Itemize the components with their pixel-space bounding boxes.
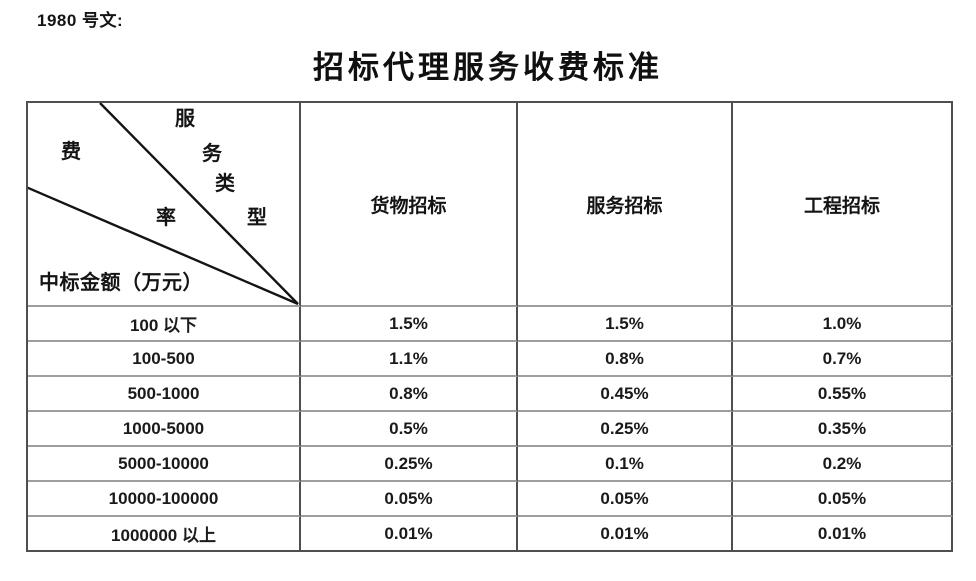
row-range-cell: 1000-5000 — [28, 412, 301, 447]
fee-value-cell: 0.05% — [301, 482, 518, 517]
fee-value-cell: 0.01% — [301, 517, 518, 552]
table-row: 1000000 以上 0.01% 0.01% 0.01% — [28, 517, 953, 552]
fee-standard-table: 费 率 服 务 类 型 中标金额（万元） 货物招标 服务招标 工程招标 100 … — [26, 101, 953, 552]
corner-header-cell: 费 率 服 务 类 型 中标金额（万元） — [28, 103, 301, 307]
column-header-services-bidding: 服务招标 — [518, 103, 733, 307]
fee-value-cell: 0.35% — [733, 412, 953, 447]
fee-value-cell: 0.01% — [733, 517, 953, 552]
fee-value-cell: 0.5% — [301, 412, 518, 447]
fee-value-cell: 0.05% — [733, 482, 953, 517]
row-range-cell: 1000000 以上 — [28, 517, 301, 552]
table-row: 100 以下 1.5% 1.5% 1.0% — [28, 307, 953, 342]
fee-value-cell: 0.7% — [733, 342, 953, 377]
table-row: 500-1000 0.8% 0.45% 0.55% — [28, 377, 953, 412]
row-range-cell: 100 以下 — [28, 307, 301, 342]
fee-value-cell: 0.01% — [518, 517, 733, 552]
fee-value-cell: 1.5% — [518, 307, 733, 342]
fee-value-cell: 0.1% — [518, 447, 733, 482]
fee-value-cell: 1.5% — [301, 307, 518, 342]
table-row: 100-500 1.1% 0.8% 0.7% — [28, 342, 953, 377]
table-row: 1000-5000 0.5% 0.25% 0.35% — [28, 412, 953, 447]
table-row: 10000-100000 0.05% 0.05% 0.05% — [28, 482, 953, 517]
fee-value-cell: 0.05% — [518, 482, 733, 517]
column-header-goods-bidding: 货物招标 — [301, 103, 518, 307]
fee-value-cell: 0.45% — [518, 377, 733, 412]
column-header-works-bidding: 工程招标 — [733, 103, 953, 307]
fee-value-cell: 0.8% — [301, 377, 518, 412]
corner-service-type-char: 型 — [247, 207, 267, 229]
row-range-cell: 500-1000 — [28, 377, 301, 412]
corner-fee-char: 费 — [61, 141, 81, 163]
fee-value-cell: 0.55% — [733, 377, 953, 412]
doc-reference: 1980 号文: — [37, 11, 124, 30]
corner-service-type-char: 服 — [175, 108, 195, 130]
corner-row-axis-label: 中标金额（万元） — [39, 272, 203, 294]
row-range-cell: 10000-100000 — [28, 482, 301, 517]
diagonal-divider-lines — [28, 103, 299, 305]
page-title: 招标代理服务收费标准 — [313, 50, 663, 85]
table-header-row: 费 率 服 务 类 型 中标金额（万元） 货物招标 服务招标 工程招标 — [28, 103, 953, 307]
row-range-cell: 100-500 — [28, 342, 301, 377]
fee-value-cell: 0.2% — [733, 447, 953, 482]
corner-service-type-char: 务 — [202, 143, 222, 165]
corner-service-type-char: 类 — [215, 173, 235, 195]
row-range-cell: 5000-10000 — [28, 447, 301, 482]
fee-value-cell: 0.25% — [518, 412, 733, 447]
fee-value-cell: 1.1% — [301, 342, 518, 377]
corner-fee-char: 率 — [156, 207, 176, 229]
fee-value-cell: 1.0% — [733, 307, 953, 342]
fee-value-cell: 0.25% — [301, 447, 518, 482]
fee-value-cell: 0.8% — [518, 342, 733, 377]
table-row: 5000-10000 0.25% 0.1% 0.2% — [28, 447, 953, 482]
